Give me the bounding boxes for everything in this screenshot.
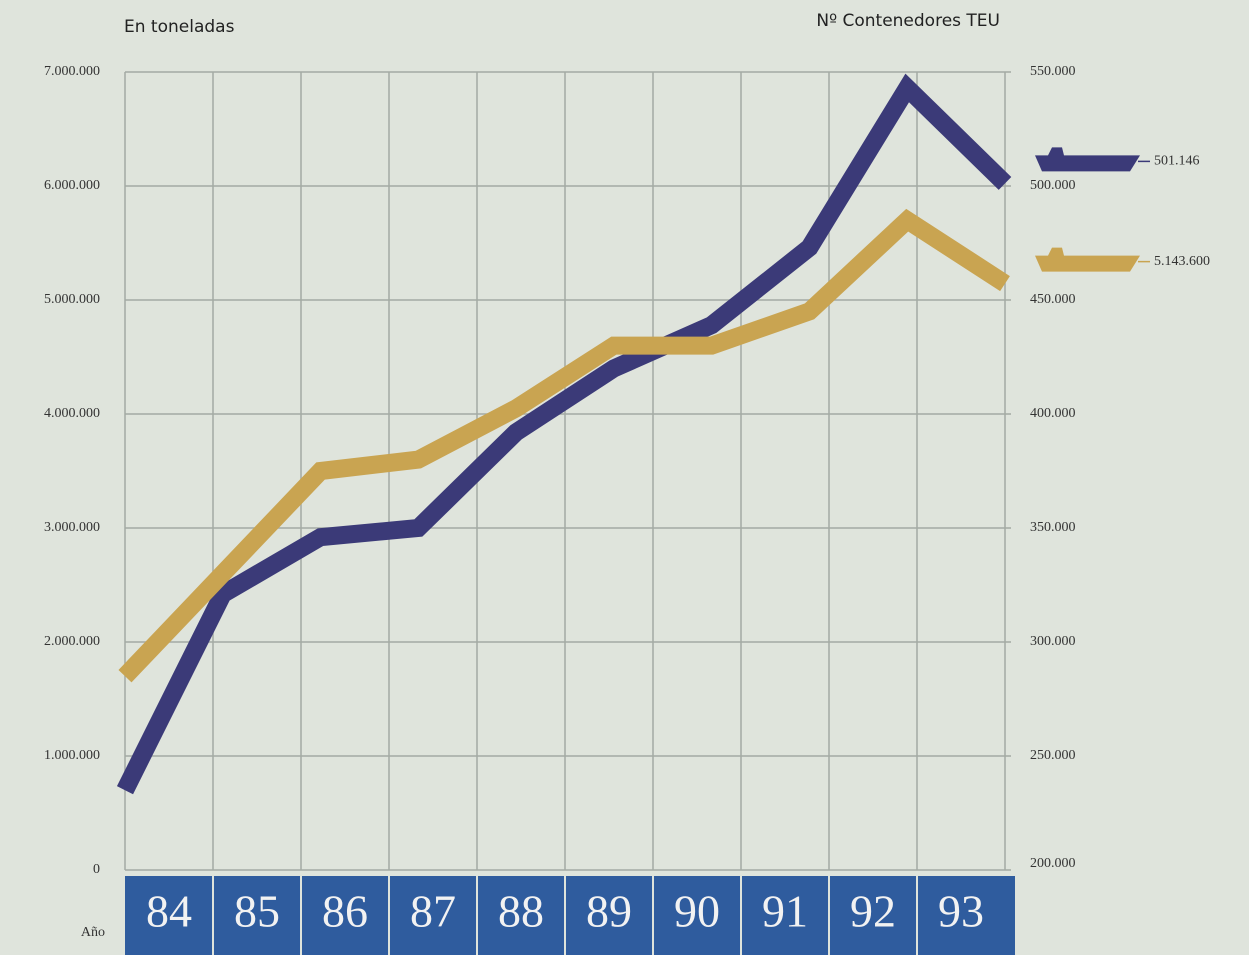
y-tick-label: 7.000.000 (44, 64, 100, 79)
value-label: 501.146 (1154, 154, 1200, 169)
y2-tick-label: 200.000 (1030, 856, 1076, 871)
x-tick-label: 93 (938, 886, 984, 937)
x-tick-label: 86 (322, 886, 368, 937)
y-tick-label: 6.000.000 (44, 178, 100, 193)
y2-axis-label: Nº Contenedores TEU (816, 11, 1000, 31)
y-tick-label: 0 (93, 862, 100, 877)
x-tick-label: 90 (674, 886, 720, 937)
y2-tick-label: 350.000 (1030, 520, 1076, 535)
ship-icon (1035, 247, 1140, 272)
y2-tick-label: 550.000 (1030, 64, 1076, 79)
x-tick-label: 89 (586, 886, 632, 937)
series-line (118, 208, 1010, 683)
x-tick-label: 87 (410, 886, 456, 937)
y-tick-label: 5.000.000 (44, 292, 100, 307)
y2-tick-label: 500.000 (1030, 178, 1076, 193)
y2-tick-label: 450.000 (1030, 292, 1076, 307)
y2-tick-label: 250.000 (1030, 748, 1076, 763)
x-tick-label: 92 (850, 886, 896, 937)
y-axis-label: En toneladas (124, 17, 235, 37)
y-tick-label: 3.000.000 (44, 520, 100, 535)
y2-tick-label: 300.000 (1030, 634, 1076, 649)
y-tick-label: 1.000.000 (44, 748, 100, 763)
series-line (116, 73, 1012, 795)
x-tick-label: 84 (146, 886, 192, 937)
x-tick-label: 88 (498, 886, 544, 937)
x-axis-label: Año (81, 925, 105, 940)
ship-icon (1035, 147, 1140, 172)
y2-tick-label: 400.000 (1030, 406, 1076, 421)
value-label: 5.143.600 (1154, 254, 1210, 269)
year-band (125, 876, 1015, 955)
y-tick-label: 2.000.000 (44, 634, 100, 649)
y-tick-label: 4.000.000 (44, 406, 100, 421)
x-tick-label: 91 (762, 886, 808, 937)
x-tick-label: 85 (234, 886, 280, 937)
